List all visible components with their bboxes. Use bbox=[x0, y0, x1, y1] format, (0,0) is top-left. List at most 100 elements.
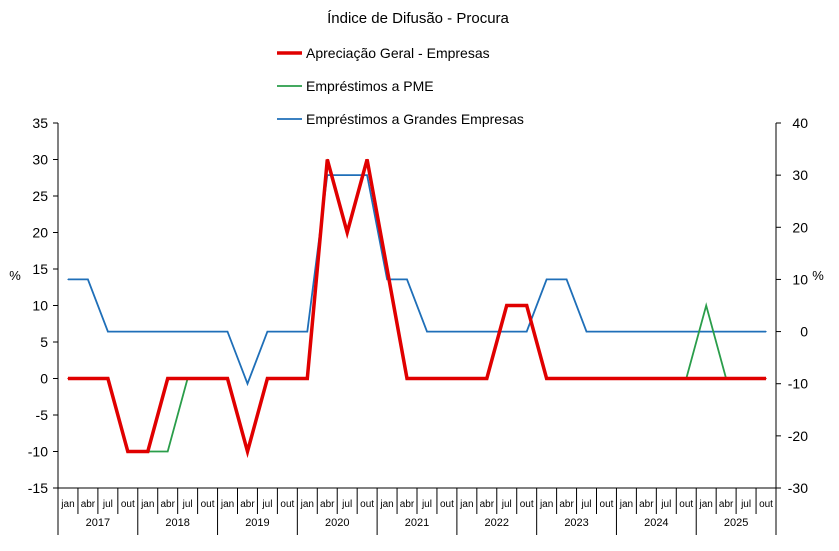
series-1-point bbox=[346, 231, 348, 234]
month-label: abr bbox=[400, 499, 415, 510]
legend: Apreciação Geral - Empresas Empréstimos a… bbox=[277, 45, 524, 127]
series-1-point bbox=[705, 377, 707, 380]
series-1-point bbox=[107, 377, 109, 380]
series-1-point bbox=[147, 450, 149, 453]
series-3-point bbox=[605, 330, 608, 333]
series-1-point bbox=[167, 377, 169, 380]
month-label: out bbox=[440, 499, 454, 510]
left-tick-label: -15 bbox=[28, 480, 48, 496]
series-1-point bbox=[745, 377, 747, 380]
series-3-point bbox=[346, 174, 348, 176]
right-tick-label: -10 bbox=[788, 376, 808, 392]
year-label: 2024 bbox=[644, 517, 668, 529]
year-label: 2017 bbox=[86, 517, 110, 529]
month-label: abr bbox=[559, 499, 574, 510]
month-label: jul bbox=[341, 499, 352, 510]
series-3-point bbox=[286, 330, 288, 333]
series-1-point bbox=[206, 377, 209, 380]
series-1-point bbox=[266, 377, 269, 380]
series-3-point bbox=[226, 330, 229, 333]
series-1-point bbox=[226, 377, 229, 380]
series-3-point bbox=[765, 330, 767, 333]
right-tick-label: 20 bbox=[792, 219, 808, 235]
month-label: jan bbox=[699, 499, 713, 510]
left-tick-label: 15 bbox=[32, 261, 48, 277]
series-3-point bbox=[127, 330, 129, 333]
series-1-point bbox=[426, 377, 428, 380]
month-label: jan bbox=[459, 499, 473, 510]
series-line-3 bbox=[68, 174, 766, 387]
month-label: jan bbox=[619, 499, 633, 510]
series-3-point bbox=[246, 383, 249, 385]
month-label: out bbox=[600, 499, 614, 510]
series-1-point bbox=[406, 377, 408, 380]
series-1-point bbox=[665, 377, 667, 380]
series-1-point bbox=[87, 377, 89, 380]
month-label: jul bbox=[182, 499, 193, 510]
year-label: 2021 bbox=[405, 517, 429, 529]
series-3-point bbox=[426, 330, 428, 333]
series-1-point bbox=[306, 377, 308, 380]
month-label: out bbox=[121, 499, 135, 510]
series-3-point bbox=[665, 330, 667, 333]
series-layer bbox=[67, 158, 767, 459]
series-2-point bbox=[167, 450, 169, 453]
series-1-point bbox=[605, 377, 608, 380]
series-3-point bbox=[685, 330, 687, 333]
year-label: 2018 bbox=[165, 517, 189, 529]
series-3-point bbox=[366, 174, 368, 176]
series-3-point bbox=[725, 330, 727, 333]
left-tick-label: 0 bbox=[40, 371, 48, 387]
series-1-point bbox=[486, 377, 488, 380]
right-tick-label: 30 bbox=[792, 167, 808, 183]
month-label: out bbox=[759, 499, 773, 510]
left-tick-label: 30 bbox=[32, 152, 48, 168]
series-1-point bbox=[386, 268, 388, 270]
legend-label: Empréstimos a Grandes Empresas bbox=[306, 111, 524, 127]
month-label: jan bbox=[60, 499, 74, 510]
series-1-point bbox=[446, 377, 448, 380]
month-label: jan bbox=[140, 499, 154, 510]
series-3-point bbox=[705, 330, 707, 333]
axes: 35 30 25 20 15 10 5 0 -5 -10 -15 40 30 20 10 0 -10 -20 -30… bbox=[28, 115, 808, 535]
left-tick-label: -5 bbox=[36, 407, 49, 423]
chart-title: Índice de Difusão - Procura bbox=[327, 10, 509, 27]
month-label: abr bbox=[639, 499, 654, 510]
month-label: out bbox=[201, 499, 215, 510]
left-tick-label: 10 bbox=[32, 298, 48, 314]
month-label: jul bbox=[740, 499, 751, 510]
left-tick-label: 25 bbox=[32, 188, 48, 204]
year-label: 2019 bbox=[245, 517, 269, 529]
month-label: jul bbox=[261, 499, 272, 510]
series-1-point bbox=[565, 377, 568, 380]
series-3-point bbox=[306, 330, 308, 333]
month-label: out bbox=[280, 499, 294, 510]
right-tick-label: -20 bbox=[788, 428, 808, 444]
series-3-point bbox=[67, 278, 69, 281]
right-tick-label: -30 bbox=[788, 480, 808, 496]
left-tick-label: -10 bbox=[28, 444, 48, 460]
month-label: jan bbox=[300, 499, 314, 510]
series-3-point bbox=[466, 330, 468, 333]
series-3-point bbox=[406, 278, 408, 281]
left-tick-label: 35 bbox=[32, 115, 48, 131]
month-label: abr bbox=[81, 499, 96, 510]
year-label: 2025 bbox=[724, 517, 748, 529]
series-1-point bbox=[725, 377, 727, 380]
series-3-point bbox=[565, 278, 568, 281]
left-tick-label: 20 bbox=[32, 225, 48, 241]
year-label: 2020 bbox=[325, 517, 349, 529]
month-label: jan bbox=[379, 499, 393, 510]
series-1-point bbox=[67, 377, 69, 380]
series-3-point bbox=[206, 330, 209, 333]
series-1-point bbox=[625, 377, 628, 380]
series-1-point bbox=[685, 377, 687, 380]
series-3-point bbox=[546, 278, 548, 281]
month-label: out bbox=[360, 499, 374, 510]
legend-label: Empréstimos a PME bbox=[306, 78, 434, 94]
month-label: abr bbox=[240, 499, 255, 510]
series-3-point bbox=[526, 330, 528, 333]
year-label: 2022 bbox=[485, 517, 509, 529]
series-2-point bbox=[705, 304, 707, 307]
